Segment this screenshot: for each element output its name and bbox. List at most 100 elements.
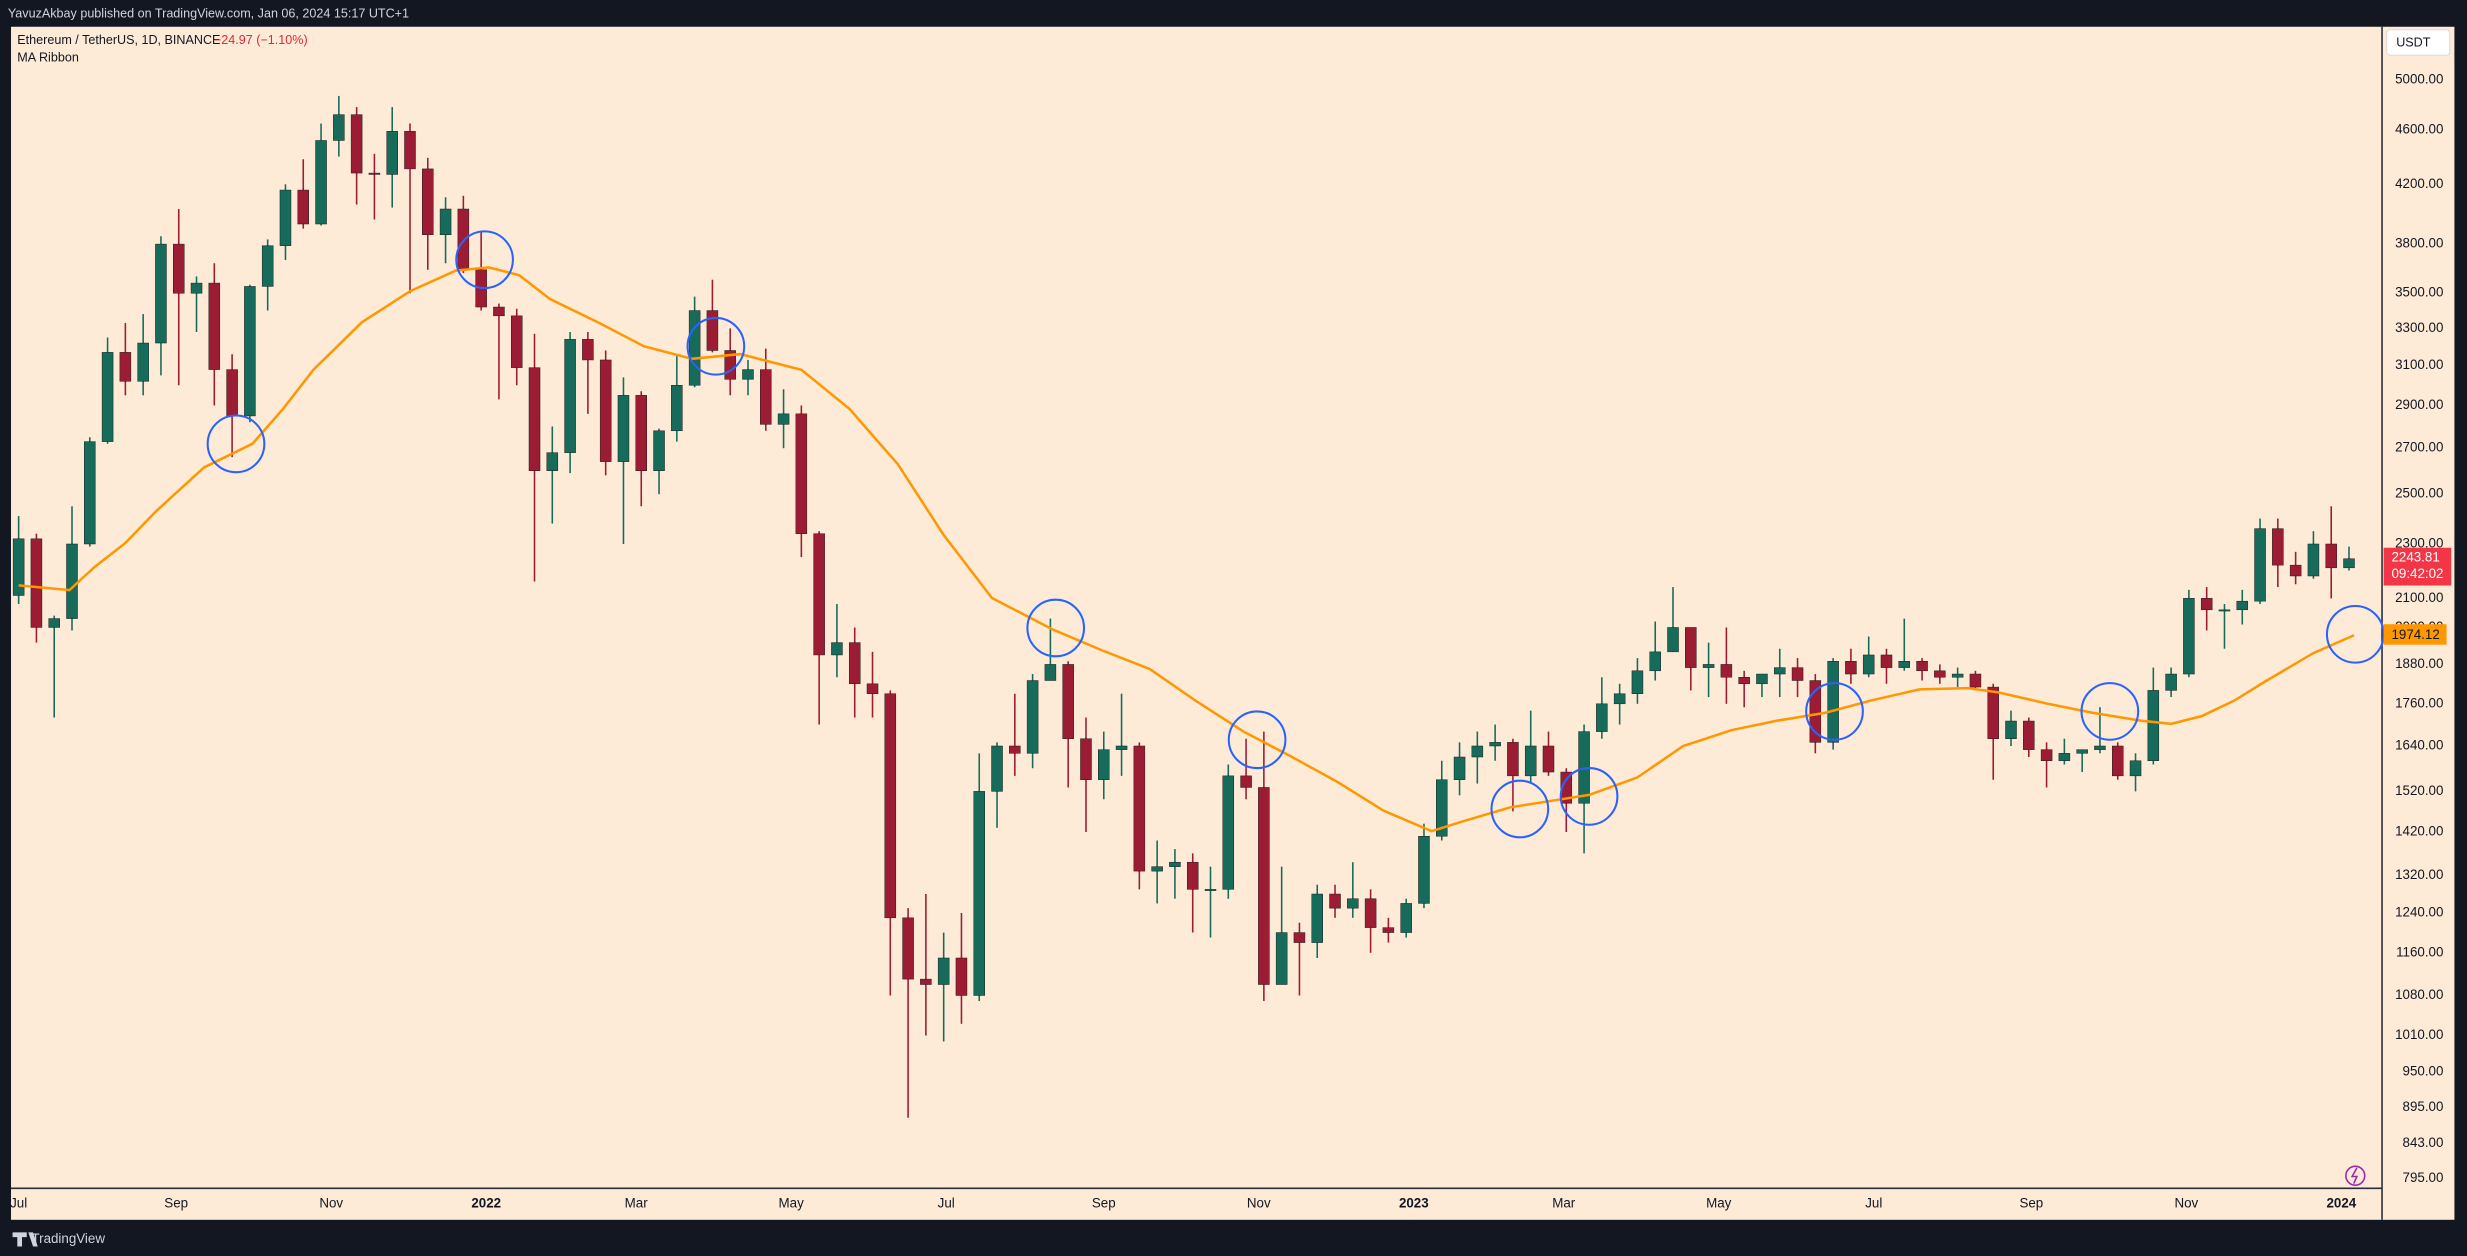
- x-tick-label: 2022: [471, 1196, 501, 1211]
- candle-body: [2023, 720, 2035, 750]
- y-tick-label: 3100.00: [2395, 357, 2443, 372]
- candle-body: [813, 533, 825, 656]
- brand-name: TradingView: [31, 1231, 105, 1246]
- candle-body: [884, 693, 897, 919]
- candle-body: [2129, 760, 2142, 777]
- candle-body: [2183, 598, 2195, 675]
- y-tick-label: 2300.00: [2395, 536, 2443, 551]
- candle-body: [2005, 720, 2017, 739]
- candle-body: [2254, 528, 2266, 602]
- y-tick-label: 1520.00: [2395, 783, 2443, 798]
- candle-body: [920, 978, 932, 985]
- candle-body: [1151, 866, 1163, 872]
- candle-body: [297, 189, 310, 225]
- currency-label[interactable]: USDT: [2396, 36, 2431, 50]
- candle-body: [1827, 661, 1839, 743]
- y-tick-label: 2100.00: [2395, 590, 2443, 605]
- y-tick-label: 5000.00: [2395, 72, 2443, 87]
- x-tick-label: Sep: [2019, 1196, 2043, 1211]
- y-tick-label: 2500.00: [2395, 486, 2443, 501]
- candle-body: [84, 441, 96, 545]
- y-tick-label: 1760.00: [2395, 695, 2443, 710]
- candle-body: [546, 452, 559, 471]
- y-tick-label: 3800.00: [2395, 236, 2443, 251]
- x-tick-label: May: [1706, 1196, 1732, 1211]
- candle-body: [172, 243, 185, 294]
- candle-body: [30, 538, 43, 628]
- candle-body: [866, 683, 879, 694]
- candle-body: [1115, 745, 1128, 750]
- candle-body: [1738, 677, 1750, 685]
- candle-body: [1400, 903, 1412, 933]
- brand-logo: [12, 1232, 38, 1247]
- candle-body: [777, 413, 790, 425]
- annotations: [206, 230, 2385, 839]
- candle-body: [1329, 893, 1341, 909]
- candle-body: [12, 538, 25, 596]
- candle-body: [368, 172, 381, 175]
- candle-body: [1169, 861, 1181, 867]
- candle-body: [1542, 745, 1555, 773]
- currency-box[interactable]: [2386, 29, 2451, 56]
- y-tick-label: 1080.00: [2395, 987, 2443, 1002]
- candle-body: [155, 243, 167, 344]
- y-tick-label: 950.00: [2403, 1064, 2444, 1079]
- candle-body: [439, 208, 452, 235]
- y-tick-label: 795.00: [2403, 1170, 2444, 1185]
- candle-body: [1222, 775, 1235, 890]
- candle-body: [422, 168, 434, 235]
- candle-body: [1596, 703, 1608, 732]
- candle-body: [1471, 745, 1484, 758]
- x-tick-label: Jul: [10, 1196, 27, 1211]
- candle-body: [2200, 598, 2213, 611]
- candle-body: [2076, 749, 2088, 754]
- x-tick-label: Jul: [938, 1196, 955, 1211]
- candle-body: [742, 369, 754, 380]
- y-tick-label: 2900.00: [2395, 397, 2443, 412]
- candle-body: [973, 791, 985, 996]
- candle-body: [1240, 775, 1252, 788]
- x-tick-label: Mar: [1552, 1196, 1576, 1211]
- candle-body: [2094, 745, 2106, 750]
- y-tick-label: 4200.00: [2395, 176, 2443, 191]
- y-tick-label: 4600.00: [2395, 122, 2443, 137]
- x-tick-label: Nov: [2174, 1196, 2198, 1211]
- countdown-label: 09:42:02: [2391, 566, 2443, 581]
- candle-body: [1987, 686, 1999, 739]
- candle-body: [1009, 745, 1021, 754]
- candle-body: [1862, 654, 1875, 675]
- ma-price-label: 1974.12: [2391, 627, 2439, 642]
- x-tick-label: 2024: [2327, 1196, 2357, 1211]
- y-tick-label: 2700.00: [2395, 440, 2443, 455]
- candle-body: [1934, 670, 1946, 678]
- candle-body: [1062, 664, 1074, 739]
- y-tick-label: 1640.00: [2395, 738, 2443, 753]
- candle-body: [1418, 836, 1430, 904]
- candle-body: [564, 339, 576, 453]
- x-tick-label: Jul: [1865, 1196, 1882, 1211]
- candle-body: [1507, 742, 1519, 777]
- ma-line: [18, 266, 2355, 833]
- x-tick-label: 2023: [1399, 1196, 1429, 1211]
- candle-body: [1186, 861, 1199, 890]
- alert-icon-bolt: [2350, 1167, 2359, 1184]
- candle-body: [848, 642, 861, 685]
- candle-body: [1916, 661, 1928, 672]
- last-price-label: 2243.81: [2391, 550, 2439, 565]
- candle-body: [1524, 745, 1537, 777]
- candle-body: [1809, 680, 1822, 743]
- y-tick-label: 843.00: [2403, 1135, 2444, 1150]
- symbol-title: Ethereum / TetherUS, 1D, BINANCE: [17, 33, 220, 47]
- y-tick-label: 895.00: [2403, 1099, 2444, 1114]
- y-tick-label: 1240.00: [2395, 905, 2443, 920]
- alert-icon[interactable]: [2345, 1165, 2366, 1186]
- candle-body: [1880, 654, 1893, 668]
- y-tick-label: 1420.00: [2395, 824, 2443, 839]
- candle-body: [2147, 690, 2160, 761]
- candle-body: [1685, 627, 1697, 668]
- candle-body: [937, 957, 950, 985]
- annotation-circle: [455, 230, 514, 290]
- candle-body: [2165, 673, 2177, 691]
- candle-body: [1489, 742, 1501, 747]
- candle-body: [617, 395, 630, 462]
